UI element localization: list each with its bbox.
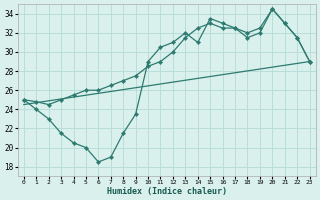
X-axis label: Humidex (Indice chaleur): Humidex (Indice chaleur) — [107, 187, 227, 196]
